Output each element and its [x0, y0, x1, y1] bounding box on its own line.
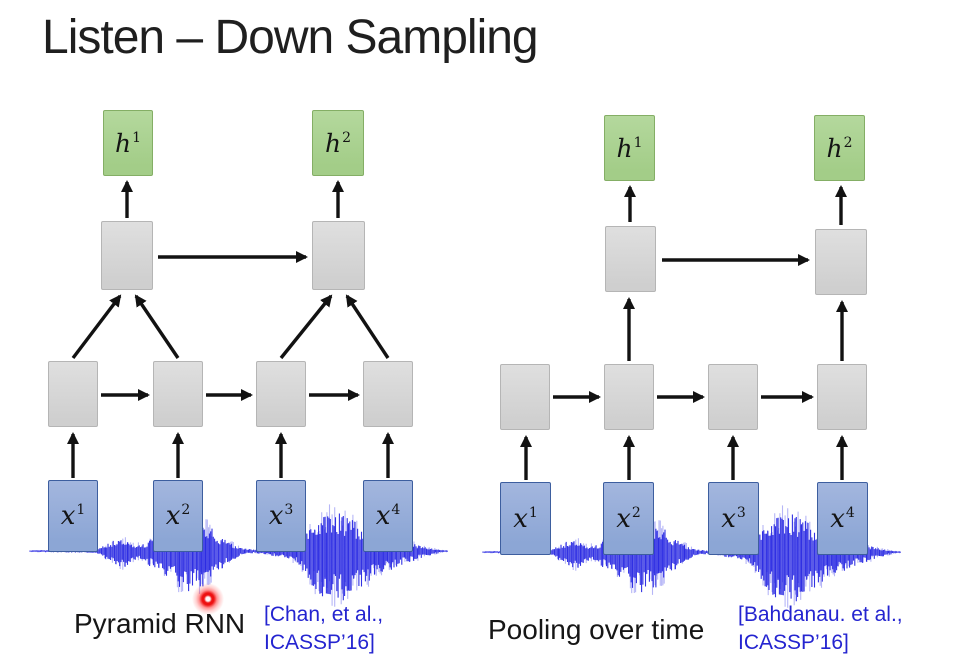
left-input-box-x4: x4	[363, 480, 413, 552]
left-h1-label: h1	[114, 128, 142, 158]
left-diagram-caption: Pyramid RNN	[74, 608, 246, 639]
right-input-box-x3: x3	[708, 482, 759, 555]
left-output-box-h2: h2	[312, 110, 364, 176]
left-h2-label: h2	[324, 128, 352, 158]
right-layer1-rnn-box-3	[708, 364, 758, 430]
left-layer1-rnn-box-4	[363, 361, 413, 427]
right-input-box-x2: x2	[603, 482, 654, 555]
right-diagram-caption: Pooling over time	[488, 614, 705, 645]
left-citation-line1: [Chan, et al.,	[264, 603, 384, 626]
left-input-box-x1: x1	[48, 480, 98, 552]
right-layer1-rnn-box-4	[817, 364, 867, 430]
left-layer1-rnn-box-3	[256, 361, 306, 427]
right-x1-label: x1	[513, 503, 538, 534]
right-layer1-rnn-box-1	[500, 364, 550, 430]
laser-pointer-dot	[192, 583, 224, 615]
left-layer1-rnn-box-1	[48, 361, 98, 427]
right-x2-label: x2	[616, 503, 641, 534]
right-h1-label: h1	[616, 133, 643, 163]
right-layer2-rnn-box-1	[605, 226, 656, 292]
right-x4-label: x4	[830, 503, 855, 534]
left-citation: [Chan, et al., ICASSP’16]	[264, 601, 383, 658]
left-citation-line2: ICASSP’16]	[264, 631, 375, 655]
right-citation-line1: [Bahdanau. et al.,	[738, 603, 903, 626]
right-x3-label: x3	[721, 503, 746, 534]
right-layer2-rnn-box-2	[815, 229, 867, 295]
left-layer1-rnn-box-2	[153, 361, 203, 427]
right-input-box-x1: x1	[500, 482, 551, 555]
left-x4-label: x4	[375, 501, 401, 531]
right-layer1-rnn-box-2	[604, 364, 654, 430]
right-h2-label: h2	[826, 133, 853, 163]
left-layer2-rnn-box-2	[312, 221, 365, 290]
left-x3-label: x3	[268, 501, 294, 531]
left-layer2-rnn-box-1	[101, 221, 153, 290]
right-output-box-h1: h1	[604, 115, 655, 181]
left-x1-label: x1	[60, 501, 86, 531]
left-input-box-x2: x2	[153, 480, 203, 552]
right-diagram-arrows	[520, 185, 848, 480]
right-input-box-x4: x4	[817, 482, 868, 555]
left-input-box-x3: x3	[256, 480, 306, 552]
left-diagram-arrows	[67, 180, 394, 478]
right-citation-line2: ICASSP’16]	[738, 631, 849, 655]
right-output-box-h2: h2	[814, 115, 865, 181]
left-output-box-h1: h1	[103, 110, 153, 176]
slide-title: Listen – Down Sampling	[42, 11, 539, 64]
right-citation: [Bahdanau. et al., ICASSP’16]	[738, 601, 903, 658]
left-x2-label: x2	[165, 501, 191, 531]
